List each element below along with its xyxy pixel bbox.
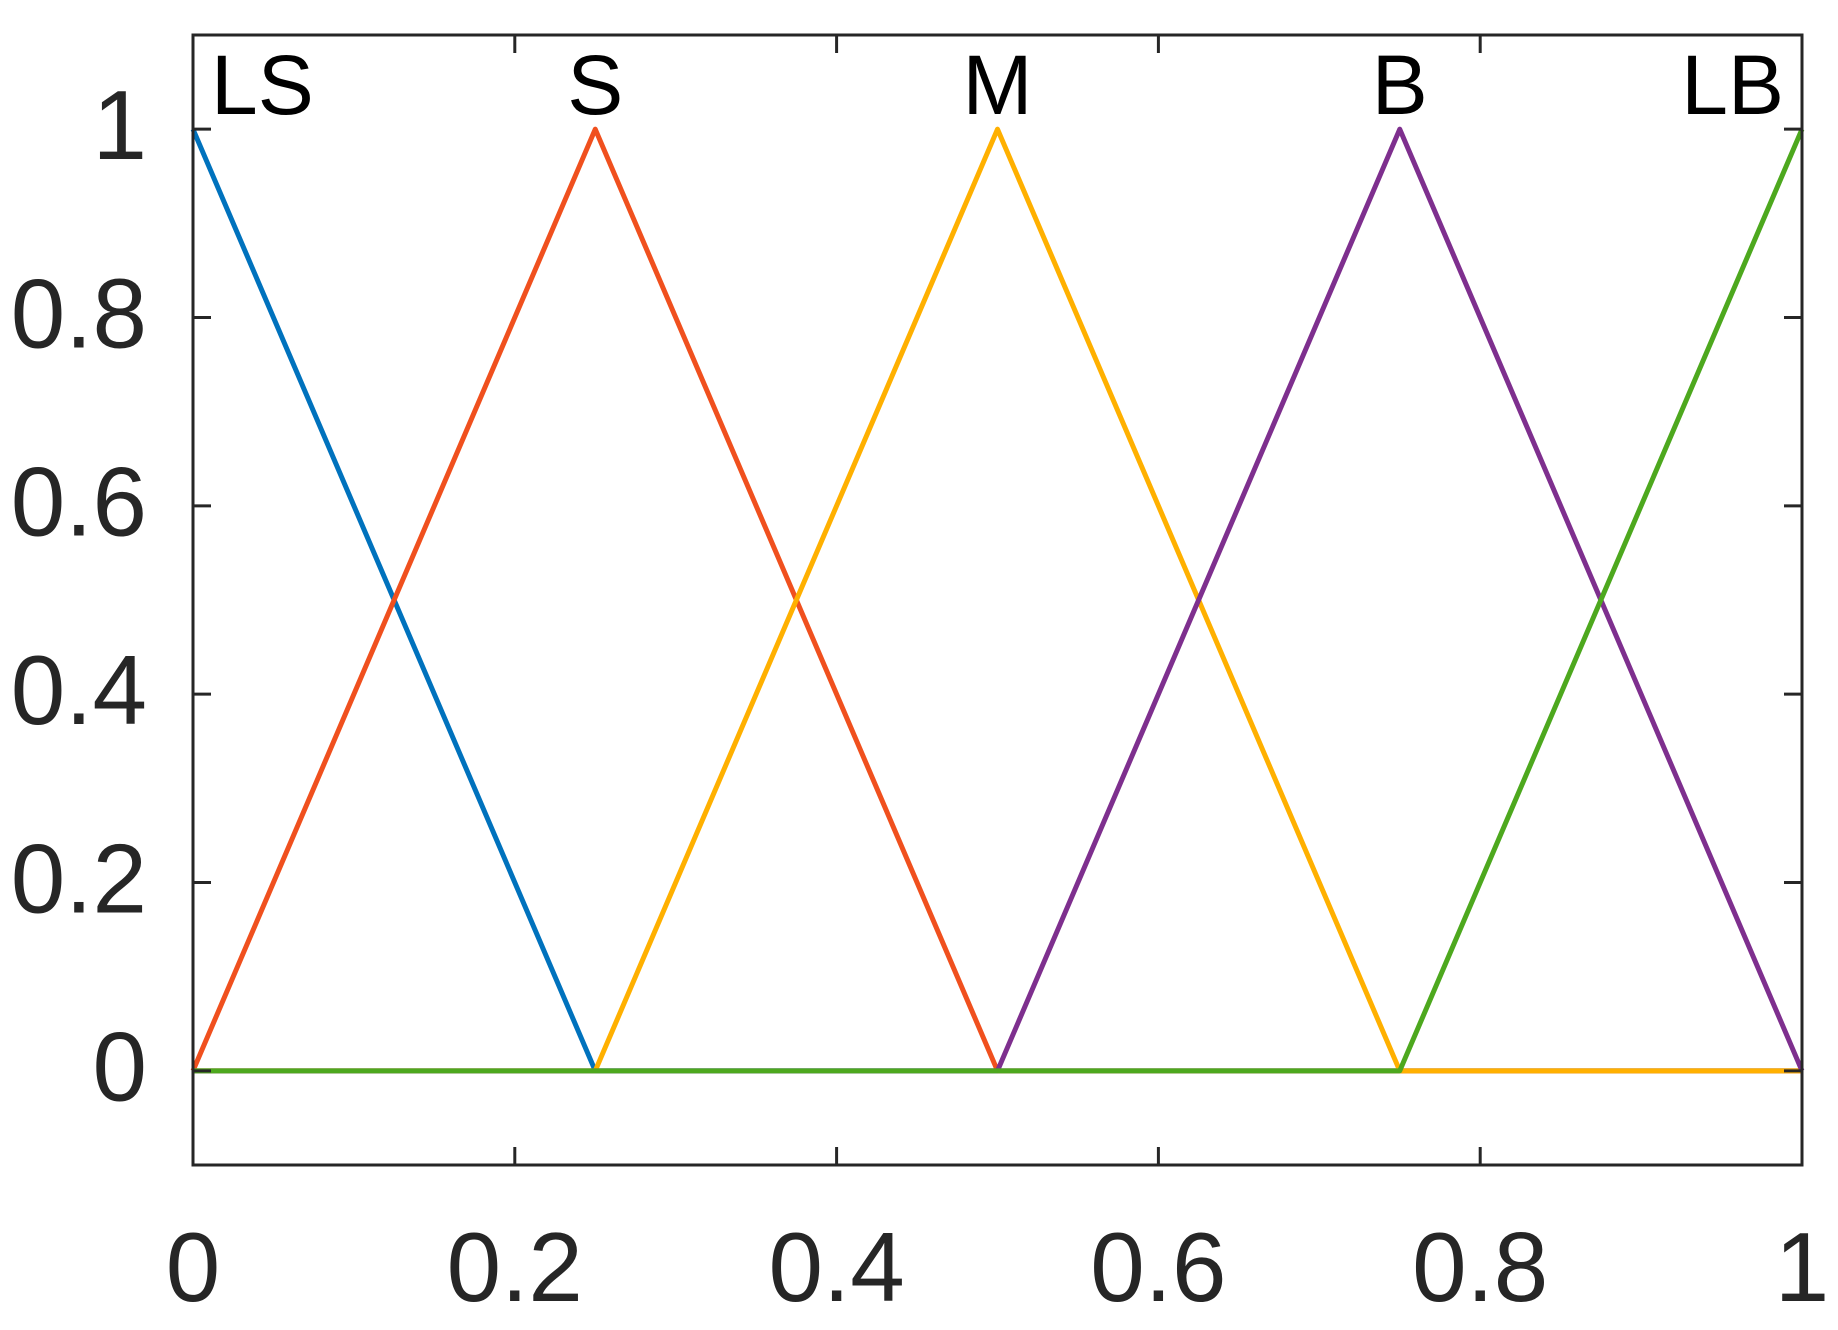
- series-label: S: [567, 38, 623, 132]
- x-tick-label: 0: [166, 1212, 221, 1322]
- series-label: M: [963, 38, 1033, 132]
- y-tick-label: 0.8: [11, 258, 147, 368]
- x-tick-label: 0.2: [447, 1212, 583, 1322]
- y-tick-label: 0.4: [11, 635, 147, 745]
- y-tick-label: 0.6: [11, 447, 147, 557]
- y-tick-label: 0.2: [11, 823, 147, 933]
- y-tick-label: 1: [92, 70, 147, 180]
- axes-box: [191, 33, 1804, 1167]
- series-label: LS: [211, 38, 314, 132]
- x-tick-label: 1: [1775, 1212, 1830, 1322]
- series-label: LB: [1681, 38, 1784, 132]
- series-label: B: [1372, 38, 1428, 132]
- x-tick-label: 0.6: [1090, 1212, 1226, 1322]
- series-line: [190, 126, 1802, 1074]
- series-line: [190, 128, 1802, 1074]
- series-line: [193, 126, 1805, 1074]
- series-line: [193, 128, 1805, 1074]
- y-tick-label: 0: [92, 1012, 147, 1122]
- x-tick-label: 0.8: [1412, 1212, 1548, 1322]
- series-line: [193, 126, 1802, 1074]
- x-tick-label: 0.4: [768, 1212, 904, 1322]
